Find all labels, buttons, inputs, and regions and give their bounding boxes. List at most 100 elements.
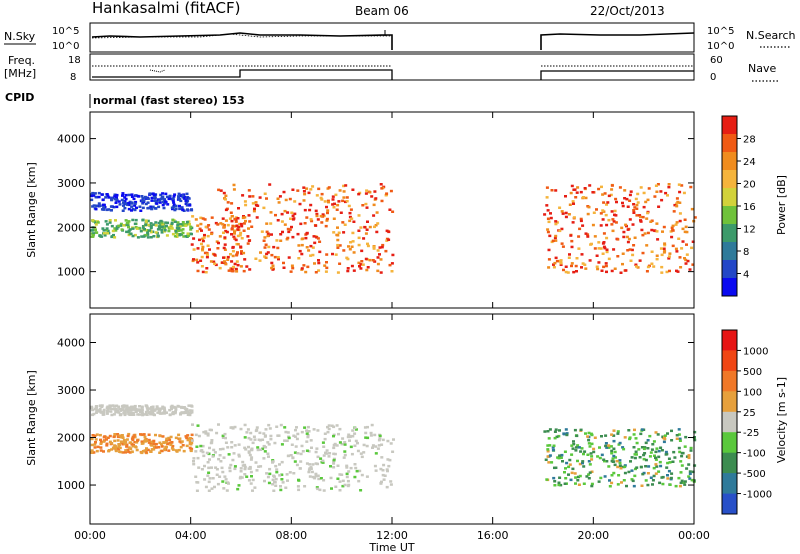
heatmap-cell — [321, 213, 325, 216]
heatmap-cell — [149, 450, 153, 453]
heatmap-cell — [303, 208, 307, 212]
heatmap-cell — [287, 256, 291, 259]
heatmap-cell — [666, 477, 670, 480]
heatmap-cell — [113, 444, 117, 448]
heatmap-cell — [348, 215, 352, 219]
heatmap-cell — [243, 436, 247, 439]
heatmap-cell — [363, 426, 367, 429]
heatmap-cell — [95, 433, 99, 436]
heatmap-cell — [389, 442, 393, 445]
heatmap-cell — [186, 434, 190, 437]
heatmap-cell — [600, 453, 604, 457]
heatmap-cell — [687, 463, 691, 466]
heatmap-cell — [174, 231, 178, 234]
heatmap-cell — [662, 225, 666, 229]
heatmap-cell — [560, 210, 564, 213]
heatmap-cell — [308, 208, 312, 212]
heatmap-cell — [140, 442, 144, 445]
heatmap-cell — [382, 463, 386, 467]
heatmap-cell — [646, 231, 650, 235]
heatmap-cell — [191, 215, 195, 218]
heatmap-cell — [357, 192, 361, 196]
heatmap-cell — [205, 251, 209, 255]
heatmap-cell — [150, 207, 154, 211]
heatmap-cell — [94, 195, 98, 199]
heatmap-cell — [374, 469, 378, 472]
heatmap-cell — [233, 230, 236, 234]
heatmap-cell — [658, 481, 662, 485]
heatmap-cell — [338, 189, 342, 192]
heatmap-cell — [666, 194, 669, 197]
heatmap-cell — [116, 439, 120, 442]
heatmap-cell — [262, 457, 266, 460]
heatmap-cell — [275, 470, 279, 474]
heatmap-cell — [390, 270, 394, 273]
heatmap-cell — [255, 469, 259, 472]
heatmap-cell — [200, 255, 204, 259]
heatmap-cell — [213, 262, 217, 265]
heatmap-cell — [366, 220, 369, 223]
heatmap-cell — [560, 227, 564, 231]
heatmap-cell — [621, 446, 625, 449]
heatmap-cell — [130, 201, 134, 204]
heatmap-cell — [268, 467, 272, 471]
heatmap-cell — [339, 211, 343, 214]
heatmap-cell — [295, 437, 299, 441]
heatmap-cell — [656, 433, 660, 436]
heatmap-cell — [335, 444, 339, 447]
y-tick-label: 2000 — [57, 432, 85, 445]
heatmap-cell — [554, 222, 558, 226]
heatmap-cell — [130, 205, 134, 208]
heatmap-cell — [217, 423, 220, 426]
heatmap-cell — [361, 204, 365, 207]
heatmap-cell — [259, 465, 263, 468]
heatmap-cell — [316, 474, 320, 477]
heatmap-cell — [341, 479, 345, 483]
heatmap-cell — [186, 208, 189, 211]
heatmap-cell — [308, 475, 312, 478]
heatmap-cell — [661, 482, 665, 486]
heatmap-cell — [640, 228, 644, 232]
heatmap-cell — [667, 185, 671, 189]
heatmap-cell — [110, 448, 114, 451]
heatmap-cell — [689, 449, 693, 452]
heatmap-cell — [604, 434, 608, 437]
heatmap-cell — [565, 433, 569, 437]
heatmap-cell — [230, 441, 234, 444]
heatmap-cell — [110, 235, 114, 238]
heatmap-cell — [626, 205, 630, 208]
heatmap-cell — [286, 236, 290, 240]
heatmap-cell — [210, 428, 213, 432]
heatmap-cell — [378, 253, 381, 256]
heatmap-cell — [623, 436, 627, 439]
heatmap-cell — [121, 451, 125, 454]
heatmap-cell — [248, 467, 252, 470]
heatmap-cell — [186, 438, 190, 442]
heatmap-cell — [248, 268, 252, 271]
heatmap-cell — [598, 456, 602, 460]
heatmap-cell — [235, 224, 239, 227]
heatmap-cell — [577, 483, 581, 486]
heatmap-cell — [690, 246, 694, 250]
heatmap-cell — [353, 432, 357, 435]
heatmap-cell — [379, 467, 383, 471]
heatmap-cell — [121, 443, 125, 446]
heatmap-cell — [322, 489, 326, 492]
heatmap-cell — [237, 484, 241, 487]
heatmap-cell — [221, 447, 225, 451]
heatmap-cell — [248, 220, 252, 223]
heatmap-cell — [311, 253, 315, 257]
heatmap-cell — [591, 191, 595, 194]
heatmap-cell — [93, 434, 97, 438]
heatmap-cell — [214, 221, 218, 225]
heatmap-cell — [263, 450, 267, 453]
heatmap-cell — [357, 479, 361, 483]
heatmap-cell — [134, 445, 137, 448]
heatmap-cell — [140, 405, 144, 408]
heatmap-cell — [643, 232, 647, 235]
heatmap-cell — [600, 435, 603, 438]
heatmap-cell — [222, 231, 225, 234]
heatmap-cell — [219, 460, 223, 463]
heatmap-cell — [332, 462, 336, 465]
heatmap-cell — [238, 222, 242, 226]
